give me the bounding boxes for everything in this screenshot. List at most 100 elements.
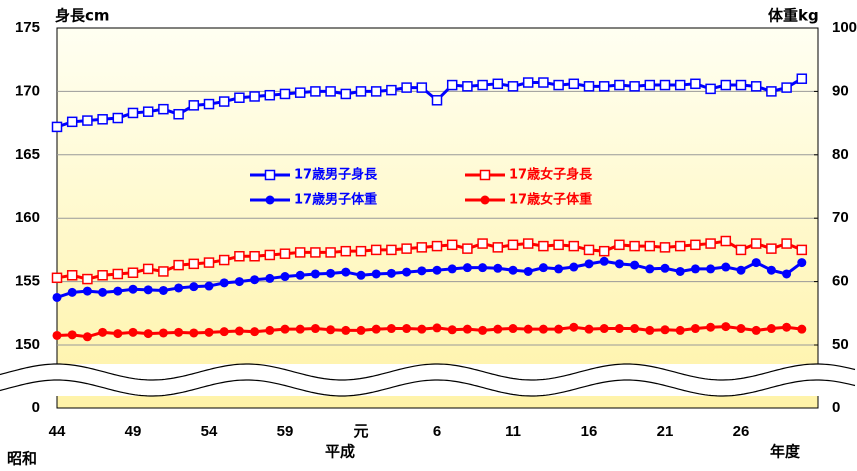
- marker: [234, 326, 244, 336]
- marker: [295, 324, 305, 334]
- marker: [386, 268, 396, 278]
- marker: [402, 324, 412, 334]
- marker: [417, 266, 427, 276]
- legend-marker: [265, 195, 275, 205]
- legend-label: 17歳女子体重: [509, 192, 592, 208]
- marker: [431, 240, 443, 252]
- marker: [522, 238, 534, 249]
- marker: [416, 242, 428, 253]
- marker: [462, 263, 472, 273]
- y-tick-label: 150: [15, 336, 40, 353]
- marker: [796, 73, 808, 84]
- marker: [659, 79, 671, 91]
- marker: [128, 284, 138, 294]
- marker: [492, 78, 504, 90]
- marker: [493, 324, 503, 334]
- marker: [52, 330, 62, 340]
- marker: [66, 270, 78, 281]
- marker: [67, 287, 77, 297]
- y-axis-title: 身長cm: [55, 7, 110, 25]
- marker: [386, 84, 397, 96]
- marker: [720, 79, 732, 91]
- marker: [280, 324, 290, 334]
- marker: [782, 322, 792, 332]
- marker: [645, 325, 655, 335]
- marker: [462, 81, 473, 92]
- marker: [218, 254, 230, 266]
- marker: [614, 259, 624, 269]
- marker: [143, 285, 153, 295]
- marker: [598, 245, 610, 257]
- marker: [189, 282, 199, 292]
- marker: [599, 256, 609, 266]
- marker: [310, 86, 321, 97]
- legend-marker: [479, 169, 491, 181]
- marker: [112, 112, 124, 124]
- marker: [401, 243, 412, 254]
- marker: [265, 325, 275, 335]
- marker: [97, 270, 108, 281]
- marker: [492, 242, 504, 253]
- marker: [204, 281, 214, 291]
- marker: [660, 325, 670, 335]
- x-tick-label: 54: [201, 423, 218, 440]
- marker: [203, 98, 215, 110]
- marker: [462, 243, 473, 254]
- marker: [355, 86, 367, 97]
- x-tick-label: 59: [277, 423, 294, 440]
- marker: [705, 83, 716, 95]
- marker: [310, 247, 321, 258]
- marker: [553, 239, 564, 251]
- marker: [82, 286, 92, 296]
- marker: [203, 257, 215, 268]
- marker: [781, 238, 792, 249]
- x-tick-label: 49: [125, 423, 142, 440]
- marker: [402, 267, 412, 277]
- marker: [735, 244, 747, 256]
- break-wave: [0, 363, 856, 381]
- y-tick-label: 170: [15, 82, 40, 99]
- marker: [355, 245, 367, 257]
- marker: [598, 81, 610, 92]
- marker: [386, 324, 396, 334]
- x-tick-label: 44: [49, 423, 66, 440]
- marker: [447, 325, 457, 335]
- marker: [706, 264, 716, 274]
- marker: [568, 240, 580, 252]
- marker: [508, 324, 518, 334]
- marker: [583, 244, 595, 256]
- marker: [416, 82, 428, 93]
- marker: [189, 328, 199, 338]
- marker: [356, 270, 366, 280]
- marker: [431, 95, 443, 106]
- x-tick-label: 11: [505, 423, 521, 440]
- marker: [554, 324, 564, 334]
- marker: [417, 324, 427, 334]
- marker: [432, 265, 442, 275]
- marker: [629, 240, 640, 252]
- marker: [98, 287, 108, 297]
- y-tick-label: 155: [15, 273, 40, 290]
- marker: [250, 275, 260, 285]
- marker: [736, 265, 746, 275]
- marker: [690, 324, 700, 334]
- marker: [538, 77, 549, 88]
- marker: [493, 263, 503, 273]
- marker: [629, 81, 640, 92]
- marker: [279, 88, 291, 100]
- marker: [51, 121, 63, 133]
- legend-label: 17歳男子身長: [294, 167, 378, 183]
- marker: [766, 86, 777, 97]
- marker: [52, 292, 62, 302]
- marker: [264, 89, 276, 101]
- marker: [82, 273, 93, 285]
- marker: [310, 324, 320, 334]
- marker: [219, 278, 229, 288]
- marker: [659, 242, 671, 253]
- marker: [294, 247, 306, 258]
- marker: [446, 239, 458, 251]
- marker: [234, 277, 244, 287]
- marker: [279, 248, 291, 259]
- marker: [447, 264, 457, 274]
- marker: [478, 263, 488, 273]
